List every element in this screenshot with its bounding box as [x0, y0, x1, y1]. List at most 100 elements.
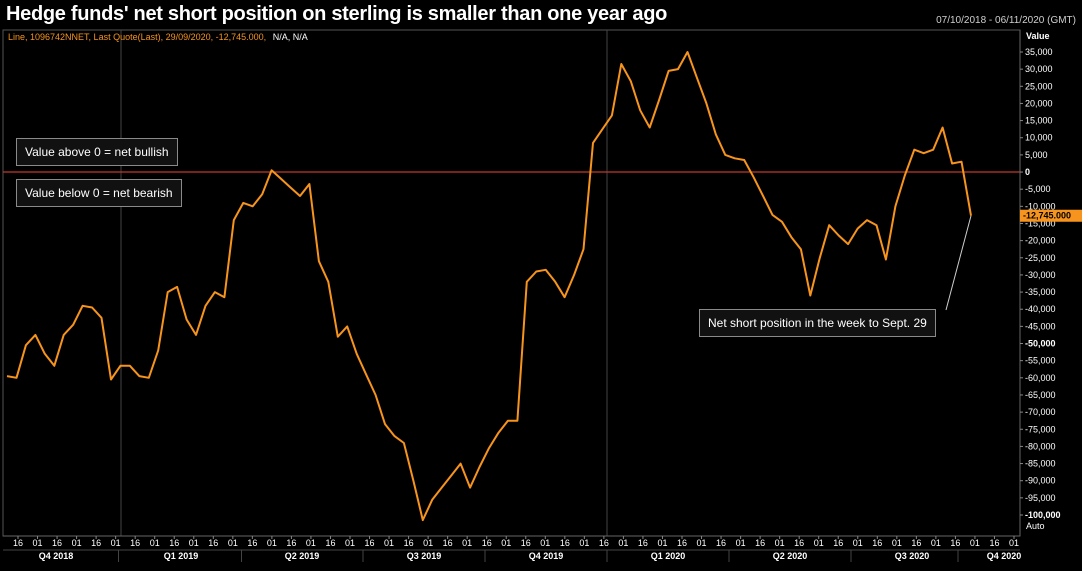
x-tick-label: 16 [91, 538, 101, 548]
x-tick-label: 16 [755, 538, 765, 548]
x-tick-label: 01 [970, 538, 980, 548]
y-tick-label: -45,000 [1025, 321, 1056, 331]
callout-leader-line [945, 215, 972, 311]
x-tick-label: 01 [111, 538, 121, 548]
y-tick-label: -60,000 [1025, 373, 1056, 383]
y-tick-label: -15,000 [1025, 218, 1056, 228]
y-tick-label: -55,000 [1025, 356, 1056, 366]
quarter-label: Q3 2020 [895, 551, 930, 561]
y-tick-label: 0 [1025, 167, 1030, 177]
y-tick-label: 25,000 [1025, 81, 1053, 91]
annotation-net-bearish: Value below 0 = net bearish [16, 179, 182, 207]
quarter-label: Q4 2020 [987, 551, 1022, 561]
x-tick-label: 01 [540, 538, 550, 548]
y-tick-label: 30,000 [1025, 64, 1053, 74]
quarter-label: Q2 2020 [773, 551, 808, 561]
vertical-gridlines [120, 30, 608, 536]
x-tick-label: 16 [169, 538, 179, 548]
y-tick-label: -85,000 [1025, 459, 1056, 469]
x-tick-label: 01 [1009, 538, 1019, 548]
y-tick-label: -80,000 [1025, 441, 1056, 451]
x-tick-label: 01 [150, 538, 160, 548]
quarter-label: Q3 2019 [407, 551, 442, 561]
x-tick-label: 01 [462, 538, 472, 548]
x-tick-label: 16 [247, 538, 257, 548]
x-tick-label: 01 [501, 538, 511, 548]
x-tick-label: 01 [423, 538, 433, 548]
annotation-net-bullish: Value above 0 = net bullish [16, 138, 178, 166]
x-tick-label: 16 [208, 538, 218, 548]
x-tick-label: 01 [33, 538, 43, 548]
x-tick-label: 01 [775, 538, 785, 548]
x-axis: 16 01 16 01 16 01 16 01 16 01 16 01 16 01 16 01 16 01 16 01… [3, 535, 1022, 562]
y-tick-label: -25,000 [1025, 253, 1056, 263]
legend: Line, 1096742NNET, Last Quote(Last), 29/… [8, 32, 308, 42]
legend-suffix: N/A, N/A [273, 32, 308, 42]
quarter-label: Q4 2019 [529, 551, 564, 561]
y-tick-label: -75,000 [1025, 424, 1056, 434]
y-axis-footer: Auto [1026, 521, 1045, 531]
y-tick-label: 15,000 [1025, 116, 1053, 126]
y-tick-label: 5,000 [1025, 150, 1048, 160]
x-tick-label: 01 [345, 538, 355, 548]
plot-area [2, 29, 1021, 537]
x-tick-label: 16 [950, 538, 960, 548]
series-line [6, 51, 972, 522]
quarter-label: Q2 2019 [285, 551, 320, 561]
x-tick-label: 01 [267, 538, 277, 548]
y-tick-label: 35,000 [1025, 47, 1053, 57]
y-tick-label: -65,000 [1025, 390, 1056, 400]
y-tick-label: -40,000 [1025, 304, 1056, 314]
x-tick-label: 16 [52, 538, 62, 548]
last-value-tag-bg [1020, 209, 1082, 222]
x-tick-label: 16 [560, 538, 570, 548]
x-tick-label: 01 [931, 538, 941, 548]
annotation-callout: Net short position in the week to Sept. … [699, 309, 936, 337]
x-tick-label: 16 [872, 538, 882, 548]
y-tick-label: -10,000 [1025, 201, 1056, 211]
x-tick-label: 16 [365, 538, 375, 548]
quarter-label: Q4 2018 [39, 551, 74, 561]
x-tick-label: 01 [384, 538, 394, 548]
y-axis: Value 35,000 30,000 25,000 20,000 15,000 10,00… [1019, 30, 1061, 536]
y-tick-label: 10,000 [1025, 133, 1053, 143]
y-tick-label: -100,000 [1025, 510, 1061, 520]
x-tick-label: 01 [736, 538, 746, 548]
x-tick-label: 01 [306, 538, 316, 548]
x-tick-label: 01 [579, 538, 589, 548]
x-tick-label: 16 [716, 538, 726, 548]
x-tick-label: 16 [911, 538, 921, 548]
x-tick-label: 01 [657, 538, 667, 548]
y-tick-label: -20,000 [1025, 236, 1056, 246]
x-tick-label: 01 [697, 538, 707, 548]
y-tick-label: -30,000 [1025, 270, 1056, 280]
x-tick-label: 16 [13, 538, 23, 548]
x-tick-label: 16 [599, 538, 609, 548]
y-tick-label: -95,000 [1025, 493, 1056, 503]
y-tick-label: -90,000 [1025, 476, 1056, 486]
legend-prefix: Line, 1096742NNET, Last Quote(Last), 29/… [8, 32, 266, 42]
x-tick-label: 16 [989, 538, 999, 548]
y-tick-label: -70,000 [1025, 407, 1056, 417]
quarter-label: Q1 2019 [164, 551, 199, 561]
x-tick-label: 01 [228, 538, 238, 548]
y-tick-label: -50,000 [1025, 339, 1056, 349]
x-tick-label: 01 [72, 538, 82, 548]
x-tick-label: 16 [482, 538, 492, 548]
x-tick-label: 16 [325, 538, 335, 548]
x-tick-label: 01 [618, 538, 628, 548]
quarter-label: Q1 2020 [651, 551, 686, 561]
x-tick-label: 16 [638, 538, 648, 548]
plot-frame [2, 29, 1021, 537]
y-axis-title: Value [1026, 31, 1050, 41]
x-tick-label: 16 [833, 538, 843, 548]
last-value-tag: -12,745.000 [1020, 209, 1082, 222]
y-tick-label: -5,000 [1025, 184, 1051, 194]
x-tick-label: 16 [286, 538, 296, 548]
y-tick-label: 20,000 [1025, 98, 1053, 108]
x-tick-label: 01 [189, 538, 199, 548]
x-tick-label: 16 [677, 538, 687, 548]
last-value-tag-label: -12,745.000 [1023, 211, 1071, 221]
date-range: 07/10/2018 - 06/11/2020 (GMT) [936, 15, 1076, 26]
